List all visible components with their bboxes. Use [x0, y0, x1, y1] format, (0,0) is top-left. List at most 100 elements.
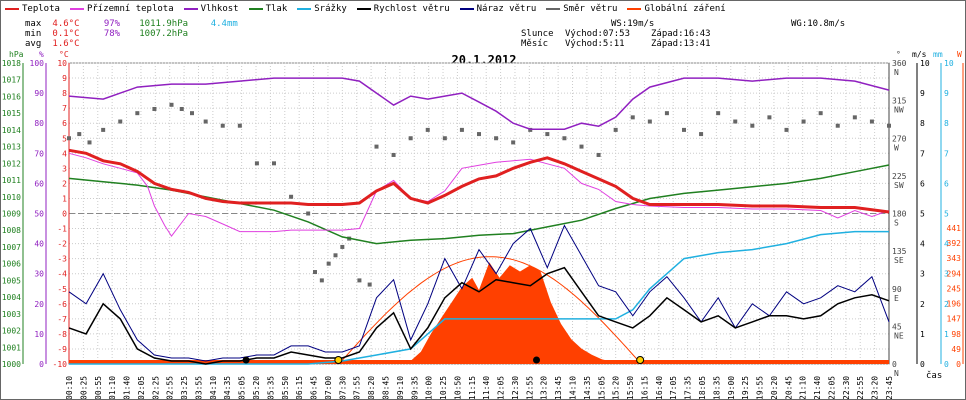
direction-letter: N — [894, 68, 899, 77]
direction-point — [306, 211, 311, 216]
x-tick-label: 15:05 — [597, 376, 606, 399]
legend-swatch — [297, 7, 312, 10]
axis-pressure: 1000 1001 1002 1003 1004 1005 1006 1007 1008 1009… — [2, 59, 24, 369]
direction-point — [367, 282, 372, 287]
axis-tick-pressure: 1009 — [2, 210, 21, 219]
direction-point — [169, 102, 174, 107]
axis-tick-pressure: 1008 — [2, 226, 21, 235]
axis-tick-direction: 225 — [892, 172, 907, 181]
x-tick-label: 20:45 — [784, 376, 793, 399]
direction-point — [272, 161, 276, 166]
x-tick-label: 12:05 — [497, 376, 506, 399]
legend-swatch — [356, 7, 371, 10]
axis-tick-temperature: 1 — [62, 194, 67, 203]
direction-point — [425, 127, 430, 132]
x-tick-label: 07:00 — [324, 376, 333, 399]
axis-tick-wind: 1 — [920, 330, 925, 339]
x-tick-label: 11:40 — [482, 376, 491, 399]
x-tick-label: 23:20 — [871, 376, 880, 399]
axis-tick-temperature: -10 — [53, 360, 68, 369]
stats-min-hum: 78% — [103, 29, 121, 39]
axis-tick-pressure: 1014 — [2, 126, 21, 135]
direction-letter: W — [894, 143, 899, 152]
axis-tick-direction: 90 — [892, 285, 902, 294]
legend-swatch — [248, 7, 263, 10]
x-tick-label: 15:20 — [612, 376, 621, 399]
x-tick-label: 16:15 — [640, 376, 649, 399]
axis-tick-temperature: 9 — [62, 74, 67, 83]
x-tick-label: 10:00 — [425, 376, 434, 399]
axis-tick-humidity: 10 — [34, 330, 44, 339]
stats-max-row: max 4.6°C 97% 1011.9hPa 4.4mm — [25, 19, 238, 29]
direction-point — [313, 270, 317, 275]
axis-tick-humidity: 80 — [34, 119, 44, 128]
x-tick-label: 06:15 — [295, 376, 304, 399]
axis-tick-precip: 10 — [944, 59, 954, 68]
axis-tick-precip: 1 — [944, 330, 949, 339]
direction-point — [179, 106, 184, 111]
axis-tick-temperature: 4 — [62, 149, 67, 158]
stats-min-temp: 0.1°C — [52, 29, 80, 39]
x-tick-label: 04:10 — [209, 376, 218, 399]
axis-tick-direction: 270 — [892, 134, 907, 143]
direction-point — [869, 119, 874, 124]
legend-swatch — [459, 7, 474, 10]
axis-direction: 0 45 90 135 180 225 270 315 360 — [888, 59, 907, 369]
direction-point — [77, 132, 82, 137]
direction-point — [101, 127, 106, 132]
stats-avg-label: avg — [25, 39, 42, 49]
x-tick-label: 03:55 — [194, 376, 203, 399]
x-tick-label: 13:45 — [554, 376, 563, 399]
legend-swatch — [546, 7, 561, 10]
x-tick-label: 01:40 — [123, 376, 132, 399]
axis-tick-temperature: -3 — [57, 255, 67, 264]
direction-point — [357, 278, 362, 283]
axis-tick-temperature: -8 — [57, 330, 67, 339]
x-tick-label: 18:05 — [698, 376, 707, 399]
legend-swatch — [5, 7, 19, 10]
axis-tick-precip: 9 — [944, 89, 949, 98]
direction-point — [852, 115, 857, 120]
direction-point — [374, 144, 379, 149]
axis-tick-wind: 10 — [920, 59, 930, 68]
axis-tick-pressure: 1006 — [2, 260, 21, 269]
stats-min-press: 1007.2hPa — [139, 29, 189, 39]
direction-point — [733, 119, 738, 124]
series-wind-speed — [68, 266, 890, 365]
direction-point — [716, 111, 721, 116]
chart-legend: Teplota Přízemní teplota Vlhkost Tlak Srážky… — [5, 4, 736, 16]
direction-point — [477, 132, 481, 137]
axis-tick-humidity: 40 — [34, 240, 44, 249]
direction-point — [494, 136, 499, 141]
axis-tick-humidity: 30 — [34, 270, 44, 279]
axis-tick-pressure: 1000 — [2, 360, 21, 369]
axis-tick-radiation: 196 — [947, 300, 962, 309]
x-tick-label: 15:50 — [626, 376, 635, 399]
legend-label: Směr větru — [563, 4, 618, 14]
axis-tick-temperature: -1 — [57, 225, 67, 234]
direction-point — [118, 119, 123, 124]
x-tick-label: 04:35 — [223, 376, 232, 399]
stats-block: max 4.6°C 97% 1011.9hPa 4.4mm min 0.1°C … — [25, 19, 238, 49]
x-tick-label: 16:40 — [655, 376, 664, 399]
direction-point — [391, 152, 396, 157]
direction-point — [340, 244, 345, 249]
direction-point — [289, 194, 294, 199]
axis-tick-pressure: 1002 — [2, 327, 21, 336]
series-temperature — [68, 148, 890, 214]
direction-point — [67, 136, 71, 141]
legend-swatch — [69, 7, 84, 10]
direction-point — [801, 119, 806, 124]
sun-label: Slunce — [521, 29, 554, 39]
legend-label: Tlak — [265, 4, 288, 14]
x-tick-label: 20:20 — [770, 376, 779, 399]
x-tick-label: 02:55 — [166, 376, 175, 399]
stats-max-temp: 4.6°C — [52, 19, 80, 29]
axis-tick-temperature: 8 — [62, 89, 67, 98]
axis-tick-radiation: 147 — [947, 315, 962, 324]
stats-max-label: max — [25, 19, 42, 29]
sunset-value: Západ:16:43 — [651, 29, 711, 39]
direction-point — [152, 106, 157, 111]
direction-letter: E — [894, 294, 899, 303]
